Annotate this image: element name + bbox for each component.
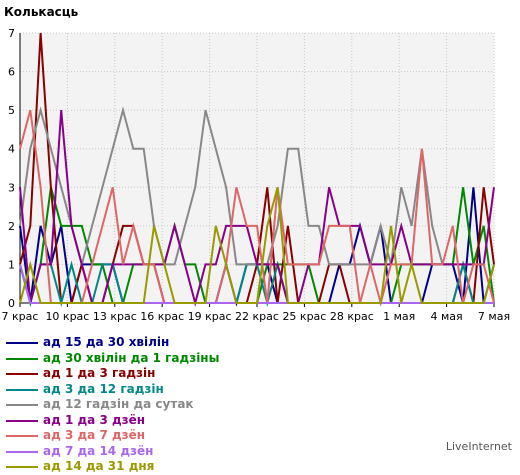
y-tick-label: 3 bbox=[8, 181, 15, 194]
x-tick-label: 4 мая bbox=[431, 310, 463, 323]
legend-label: ад 14 да 31 дня bbox=[43, 459, 155, 473]
legend-label: ад 30 хвілін да 1 гадзіны bbox=[43, 350, 220, 365]
legend-swatch bbox=[6, 388, 38, 391]
legend-label: ад 15 да 30 хвілін bbox=[43, 335, 170, 349]
y-tick-label: 0 bbox=[8, 297, 15, 310]
legend-label: ад 3 да 12 гадзін bbox=[43, 381, 164, 396]
x-tick-label: 19 крас bbox=[188, 310, 232, 323]
line-chart: 0 1 2 3 4 5 6 7 7 крас 10 крас 13 крас 16 крас 19 кр… bbox=[2, 5, 511, 323]
x-tick-label: 1 мая bbox=[383, 310, 415, 323]
x-tick-label: 28 крас bbox=[330, 310, 374, 323]
brand-label: LiveInternet bbox=[445, 440, 512, 453]
x-tick-label: 10 крас bbox=[45, 310, 89, 323]
y-tick-label: 1 bbox=[8, 258, 15, 271]
x-tick-label: 22 крас bbox=[235, 310, 279, 323]
legend-label: ад 12 гадзін да сутак bbox=[43, 397, 194, 411]
legend-label: ад 7 да 14 дзён bbox=[43, 443, 154, 458]
x-tick-label: 7 крас bbox=[2, 310, 39, 323]
legend-swatch bbox=[6, 466, 38, 468]
legend-swatch bbox=[6, 450, 38, 453]
series-lines bbox=[19, 32, 495, 307]
x-tick-label: 25 крас bbox=[282, 310, 326, 323]
legend-swatch bbox=[6, 435, 38, 437]
y-tick-label: 2 bbox=[8, 220, 15, 233]
legend-swatch bbox=[6, 373, 38, 375]
legend-swatch bbox=[6, 357, 38, 360]
y-tick-label: 6 bbox=[8, 66, 15, 79]
y-tick-label: 5 bbox=[8, 104, 15, 117]
series-line-7 bbox=[19, 109, 495, 307]
y-axis-label: Колькасць bbox=[4, 5, 79, 19]
x-tick-label: 7 мая bbox=[478, 310, 510, 323]
x-tick-label: 16 крас bbox=[140, 310, 184, 323]
x-tick-label: 13 крас bbox=[93, 310, 137, 323]
legend-label: ад 1 да 3 гадзін bbox=[43, 366, 156, 380]
legend-swatch bbox=[6, 342, 38, 344]
legend-swatch bbox=[6, 419, 38, 422]
legend-swatch bbox=[6, 404, 38, 406]
y-tick-label: 7 bbox=[8, 27, 15, 40]
legend-label: ад 3 да 7 дзён bbox=[43, 428, 146, 442]
series-line-9 bbox=[19, 187, 495, 304]
legend-label: ад 1 да 3 дзён bbox=[43, 412, 146, 427]
y-tick-label: 4 bbox=[8, 143, 15, 156]
